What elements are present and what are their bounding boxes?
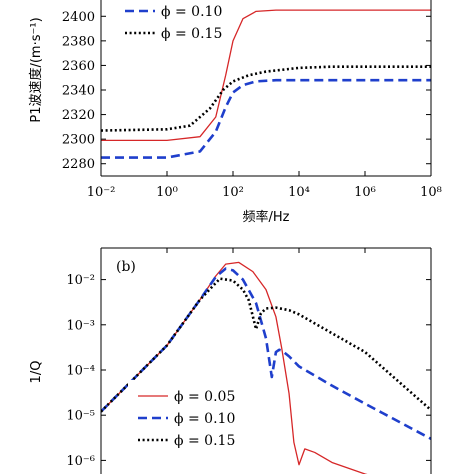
attenuation-legend: ϕ = 0.05 ϕ = 0.10 ϕ = 0.15 bbox=[138, 389, 235, 449]
velocity-plot-lines bbox=[101, 9, 431, 159]
attenuation-y-tick-label: 10⁻³ bbox=[66, 318, 95, 333]
attenuation-y-tick-label: 10⁻⁵ bbox=[66, 409, 95, 424]
attenuation-series-line-phi-010 bbox=[101, 267, 431, 440]
attenuation-legend-label-phi-005: ϕ = 0.05 bbox=[174, 389, 235, 405]
velocity-x-tick-label: 10⁸ bbox=[420, 185, 442, 200]
velocity-y-axis-label: P1波速度/(m·s⁻¹) bbox=[28, 17, 44, 122]
velocity-legend: ϕ = 0.10 ϕ = 0.15 bbox=[125, 4, 222, 42]
velocity-x-tick-label: 10⁶ bbox=[354, 185, 376, 200]
velocity-x-tick-label: 10⁻² bbox=[87, 185, 116, 200]
attenuation-y-tick-label: 10⁻⁴ bbox=[66, 363, 95, 378]
velocity-y-tick-label: 2300 bbox=[62, 133, 95, 148]
velocity-y-tick-label: 2280 bbox=[62, 157, 95, 172]
velocity-y-tick-label: 2320 bbox=[62, 108, 95, 123]
attenuation-ticks: 10⁻² 10⁻³ 10⁻⁴ 10⁻⁵ 10⁻⁶ bbox=[66, 248, 432, 469]
attenuation-panel: ϕ = 0.05ϕ = 0.10ϕ = 0.15 10⁻²10⁻³10⁻⁴10⁻… bbox=[29, 247, 432, 474]
attenuation-legend-background bbox=[128, 380, 248, 450]
attenuation-y-tick-label: 10⁻² bbox=[66, 273, 95, 288]
velocity-y-tick-label: 2400 bbox=[62, 10, 95, 25]
velocity-x-tick-label: 10⁰ bbox=[156, 185, 178, 200]
attenuation-y-axis-label: 1/Q bbox=[29, 361, 44, 384]
attenuation-panel-tag: (b) bbox=[116, 259, 136, 275]
attenuation-legend-label-phi-010: ϕ = 0.10 bbox=[174, 411, 235, 427]
velocity-x-tick-label: 10² bbox=[222, 185, 244, 200]
velocity-ticks: 2280 2300 2320 2340 2360 2380 2400 10⁻² 10⁰ 10² 10… bbox=[62, 10, 442, 200]
attenuation-plot-lines bbox=[101, 261, 431, 474]
velocity-series-line-phi-010 bbox=[101, 78, 431, 159]
velocity-series-line-phi-005 bbox=[101, 9, 431, 142]
velocity-panel: ϕ = 0.10 ϕ = 0.15 2280 2300 2320 2340 2360 238… bbox=[28, 0, 442, 225]
attenuation-y-tick-label: 10⁻⁶ bbox=[66, 454, 95, 469]
velocity-series-line-phi-015 bbox=[101, 65, 431, 132]
velocity-x-tick-label: 10⁴ bbox=[288, 185, 310, 200]
velocity-y-tick-label: 2340 bbox=[62, 84, 95, 99]
velocity-y-tick-label: 2360 bbox=[62, 59, 95, 74]
velocity-legend-label-phi-015: ϕ = 0.15 bbox=[161, 26, 222, 42]
velocity-legend-label-phi-010: ϕ = 0.10 bbox=[161, 4, 222, 20]
velocity-y-tick-label: 2380 bbox=[62, 34, 95, 49]
velocity-x-axis-label: 频率/Hz bbox=[243, 209, 290, 225]
attenuation-legend-label-phi-015: ϕ = 0.15 bbox=[174, 433, 235, 449]
